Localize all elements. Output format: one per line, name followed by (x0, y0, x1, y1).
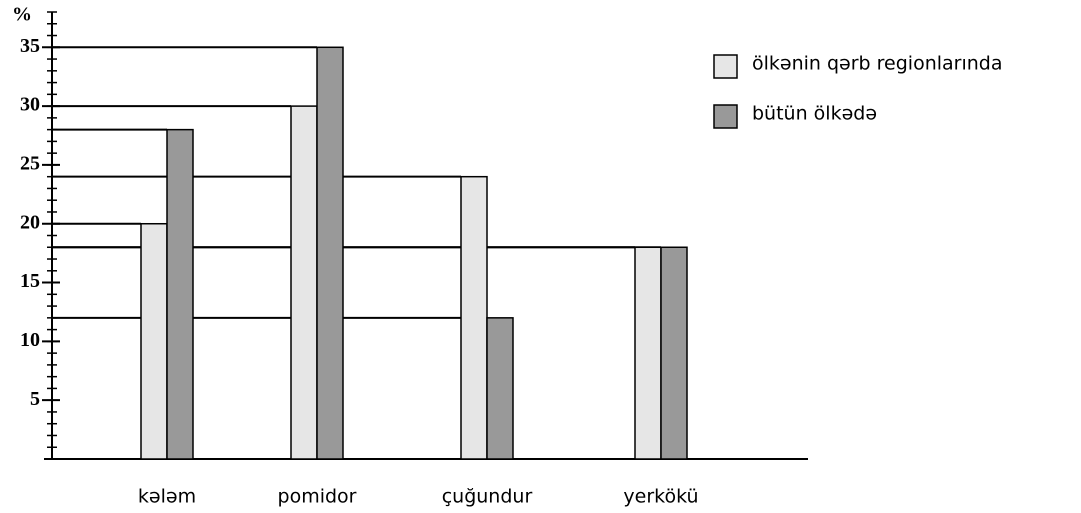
y-tick-label: 30 (20, 94, 40, 116)
bar (460, 175, 488, 460)
y-tick-label: 15 (20, 270, 40, 292)
y-axis-label: % (12, 4, 32, 26)
legend-swatch (713, 104, 738, 129)
x-tick-label: kələm (138, 486, 196, 508)
legend-label: ölkənin qərb regionlarında (752, 53, 1003, 75)
y-tick-label: 25 (20, 153, 40, 175)
y-tick-label: 20 (20, 211, 40, 233)
y-tick-label: 10 (20, 329, 40, 351)
bar (634, 246, 662, 460)
x-tick-label: pomidor (278, 486, 357, 508)
x-tick-label: çuğundur (442, 486, 533, 508)
legend-swatch (713, 54, 738, 79)
bar (316, 46, 344, 460)
x-tick-label: yerkökü (623, 486, 698, 508)
bar (290, 105, 318, 460)
legend-label: bütün ölkədə (752, 103, 877, 125)
y-tick-label: 35 (20, 35, 40, 57)
bar (486, 317, 514, 460)
y-tick-label: 5 (30, 388, 40, 410)
bar (140, 222, 168, 460)
bar (660, 246, 688, 460)
bar (166, 128, 194, 460)
